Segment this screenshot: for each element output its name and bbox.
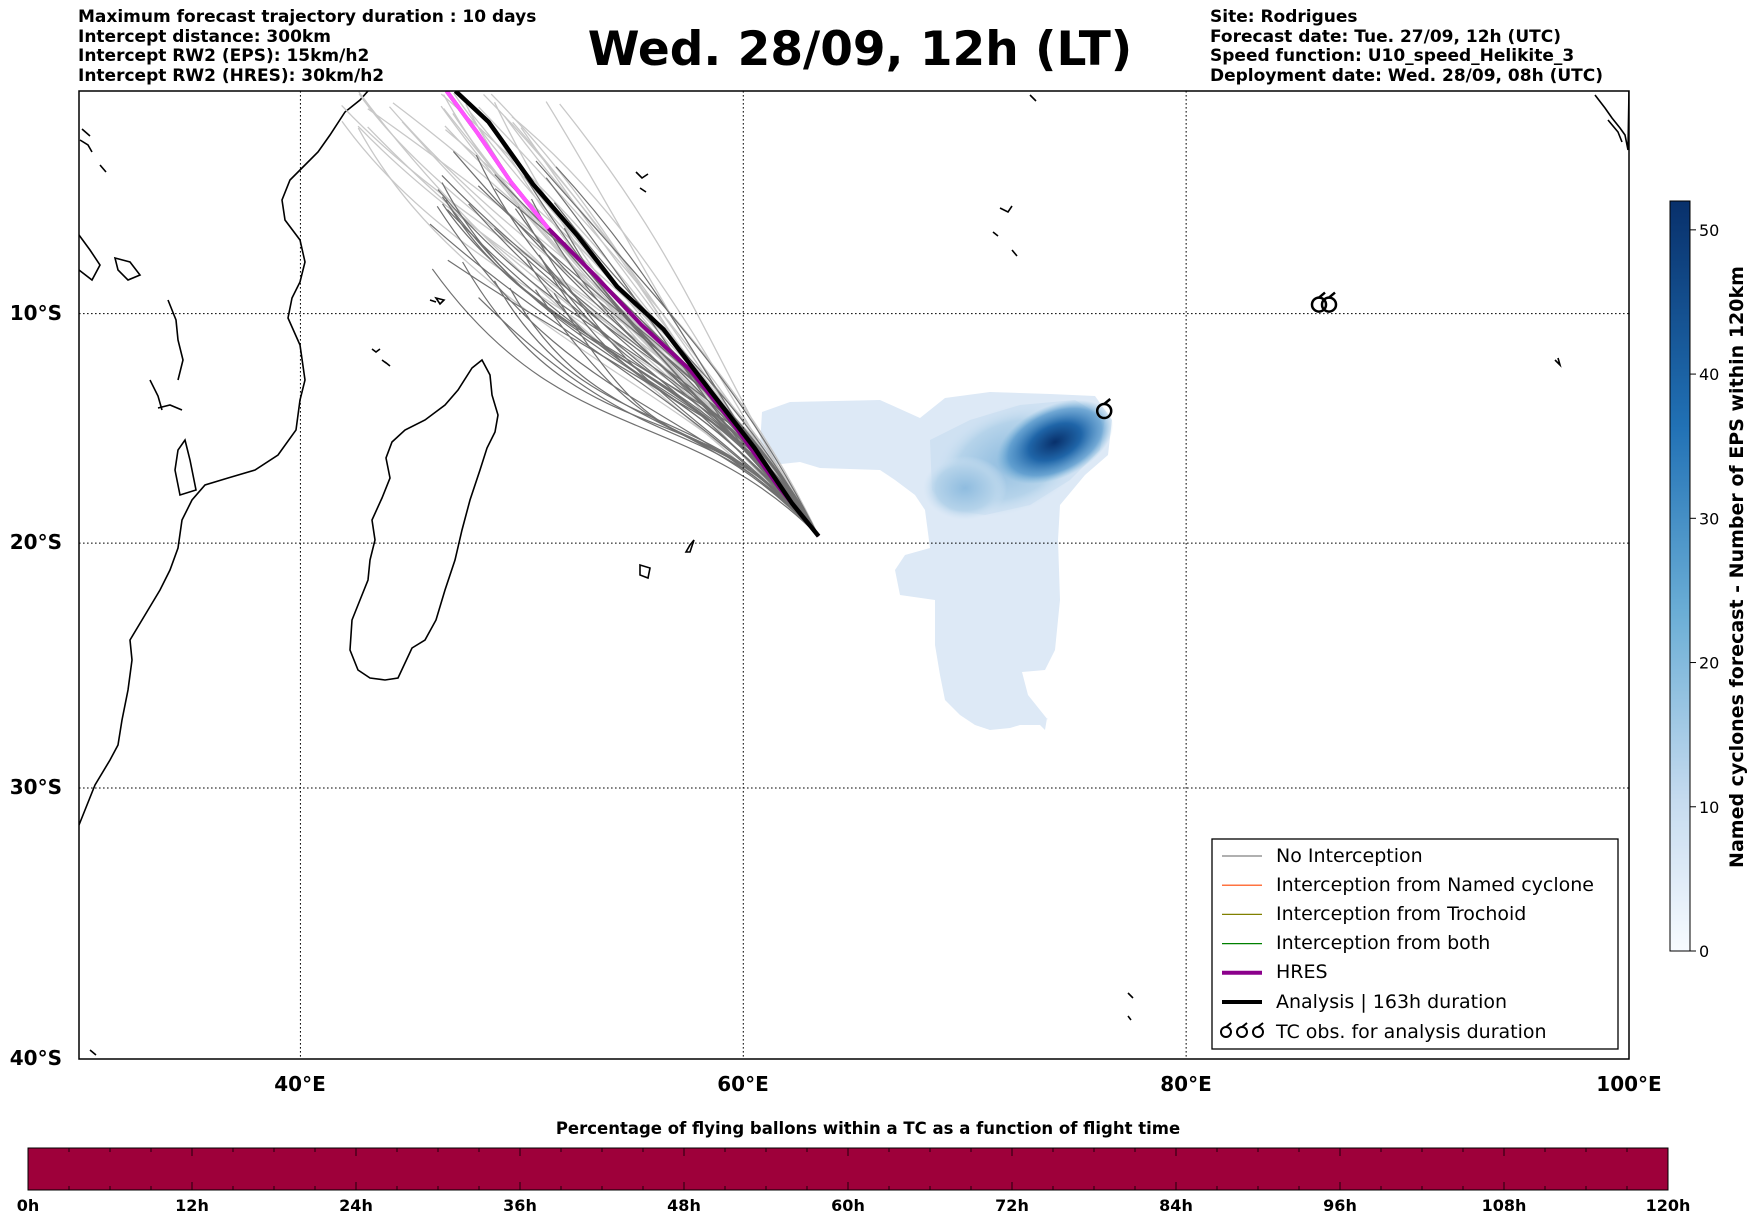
info-left-line: Maximum forecast trajectory duration : 1…	[78, 7, 537, 27]
timeline-tick-label: 108h	[1482, 1196, 1527, 1215]
colorbar-gradient	[1669, 200, 1691, 952]
legend-label: TC obs. for analysis duration	[1275, 1021, 1547, 1043]
info-right-line: Deployment date: Wed. 28/09, 08h (UTC)	[1210, 65, 1604, 86]
density-field	[760, 392, 1114, 730]
eps-track	[429, 223, 820, 537]
eps-track	[538, 254, 820, 537]
lon-label: 60°E	[717, 1072, 769, 1096]
lat-label: 20°S	[10, 530, 62, 554]
hres-track-early	[444, 91, 550, 230]
eps-track	[540, 256, 820, 537]
main-tracks	[444, 91, 821, 538]
eps-track	[517, 206, 820, 537]
info-right-line: Speed function: U10_speed_Helikite_3	[1210, 46, 1575, 66]
eps-track	[478, 297, 820, 537]
lat-label: 10°S	[10, 301, 62, 325]
tc-symbol-icon	[1095, 398, 1113, 420]
colorbar-title: Named cyclones forecast - Number of EPS …	[1726, 266, 1748, 868]
timeline-title: Percentage of flying ballons within a TC…	[556, 1119, 1180, 1138]
timeline-tick-label: 96h	[1323, 1196, 1357, 1215]
tc-symbols	[1095, 291, 1338, 420]
lon-label: 100°E	[1596, 1072, 1661, 1096]
cyclone-symbols-icon	[1220, 1022, 1264, 1038]
page-title: Wed. 28/09, 12h (LT)	[587, 22, 1133, 77]
timeline: Percentage of flying ballons within a TC…	[17, 1119, 1691, 1215]
info-right: Site: Rodrigues Forecast date: Tue. 27/0…	[1210, 7, 1604, 86]
timeline-tick-label: 72h	[995, 1196, 1029, 1215]
eps-track	[431, 268, 819, 537]
lat-label: 40°S	[10, 1046, 62, 1070]
legend-label: Interception from Trochoid	[1276, 903, 1526, 925]
timeline-tick-label: 120h	[1646, 1196, 1691, 1215]
lat-label: 30°S	[10, 775, 62, 799]
info-left: Maximum forecast trajectory duration : 1…	[78, 7, 537, 86]
legend-label: Interception from Named cyclone	[1276, 874, 1594, 896]
legend-label: HRES	[1276, 961, 1328, 983]
colorbar: 0 10 20 30 40 50 Named cyclones forecast…	[1669, 200, 1748, 961]
map-frame	[78, 90, 1630, 1060]
legend: No Interception Interception from Named …	[1211, 838, 1619, 1050]
info-right-line: Site: Rodrigues	[1210, 7, 1358, 27]
timeline-tick-label: 12h	[175, 1196, 209, 1215]
eps-track	[553, 202, 820, 537]
eps-track	[535, 160, 820, 537]
timeline-tick-label: 48h	[667, 1196, 701, 1215]
lon-label: 40°E	[274, 1072, 326, 1096]
legend-label: Interception from both	[1276, 932, 1490, 954]
info-left-line: Intercept RW2 (EPS): 15km/h2	[78, 46, 370, 66]
info-right-line: Forecast date: Tue. 27/09, 12h (UTC)	[1210, 26, 1561, 47]
eps-track	[493, 280, 820, 537]
map-panel: 10°S 20°S 30°S 40°S 40°E 60°E 80°E 100°E	[10, 90, 1662, 1096]
colorbar-tick-label: 50	[1699, 221, 1719, 240]
timeline-tick-label: 0h	[17, 1196, 40, 1215]
lon-label: 80°E	[1160, 1072, 1212, 1096]
colorbar-tick-label: 40	[1699, 365, 1719, 384]
legend-box	[1211, 838, 1619, 1050]
colorbar-tick-label: 20	[1699, 654, 1719, 673]
timeline-tick-label: 60h	[831, 1196, 865, 1215]
eps-track	[493, 228, 820, 537]
coastlines	[79, 91, 1629, 1056]
analysis-track	[453, 91, 821, 538]
colorbar-tick-label: 10	[1699, 798, 1719, 817]
eps-track	[509, 287, 820, 537]
colorbar-tick-label: 30	[1699, 509, 1719, 528]
eps-track	[468, 203, 820, 537]
colorbar-tick-label: 0	[1699, 942, 1709, 961]
timeline-tick-label: 84h	[1159, 1196, 1193, 1215]
legend-label: No Interception	[1276, 845, 1423, 867]
legend-label: Analysis | 163h duration	[1276, 991, 1507, 1013]
gridlines	[79, 91, 1629, 1059]
timeline-tick-label: 24h	[339, 1196, 373, 1215]
timeline-tick-label: 36h	[503, 1196, 537, 1215]
tc-symbol-icon	[1310, 291, 1338, 313]
eps-track	[441, 196, 820, 537]
info-left-line: Intercept distance: 300km	[78, 26, 331, 47]
eps-track	[444, 125, 820, 537]
info-left-line: Intercept RW2 (HRES): 30km/h2	[78, 65, 385, 86]
